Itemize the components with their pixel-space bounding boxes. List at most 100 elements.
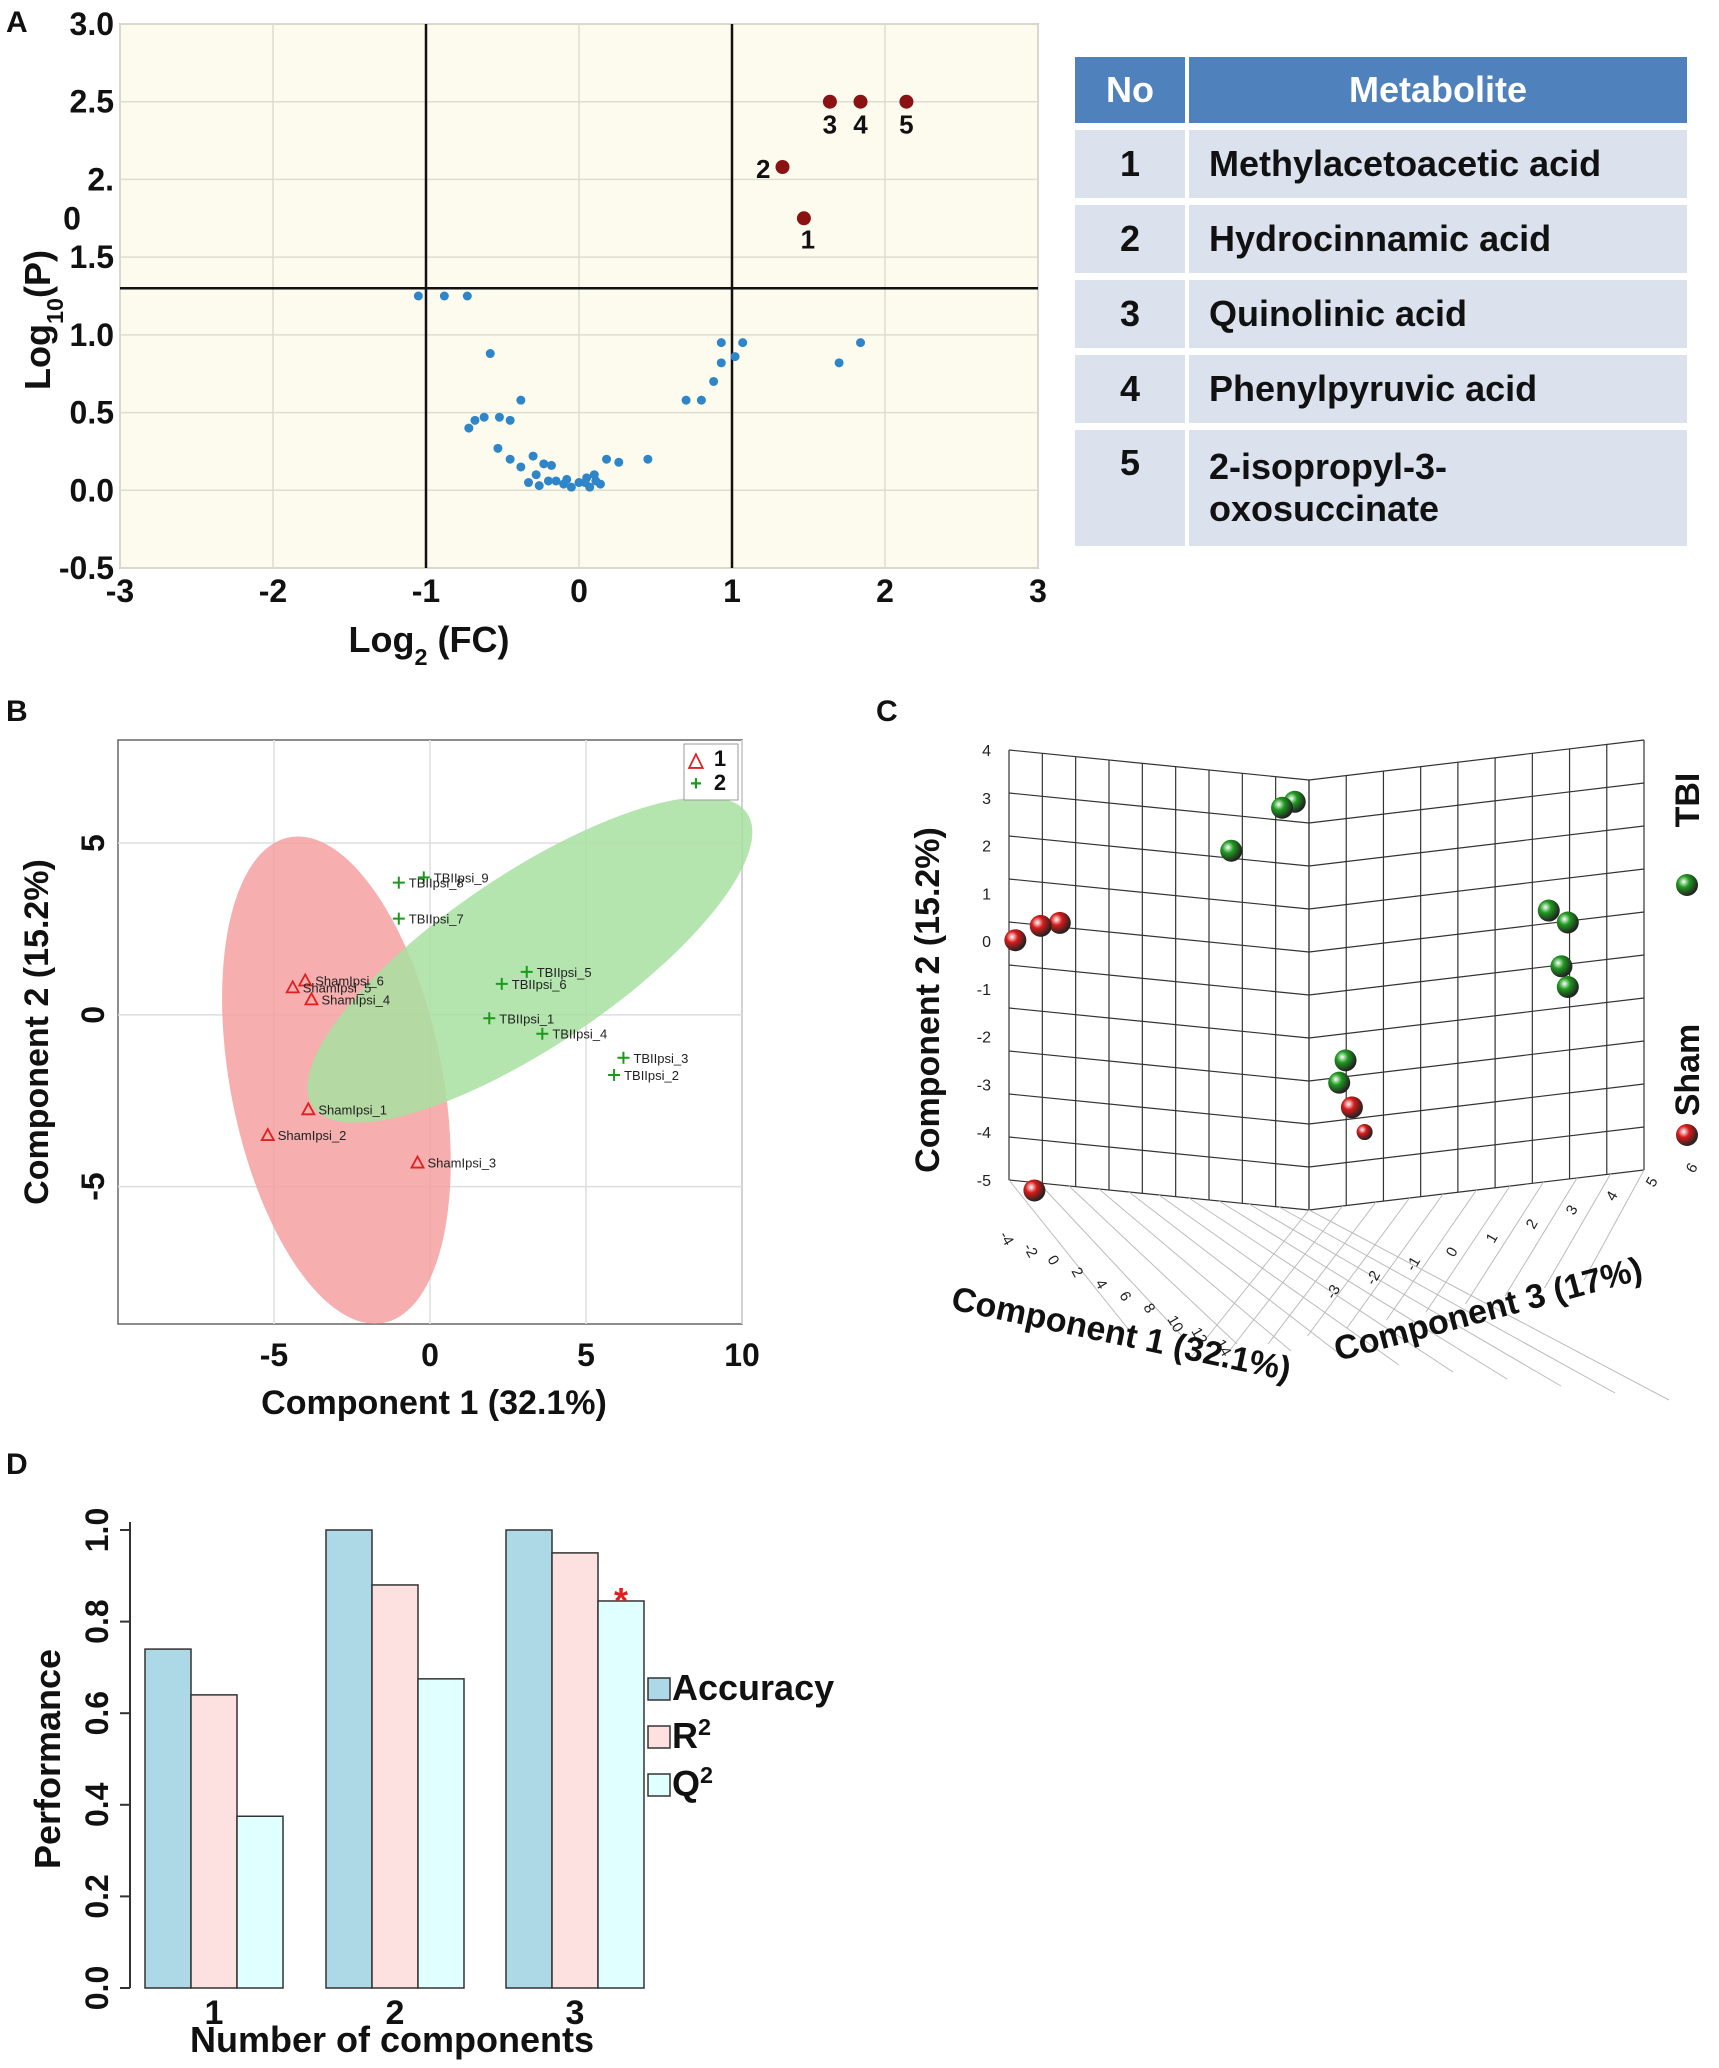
grid-line xyxy=(1008,835,1310,867)
legend-label: Sham xyxy=(1669,1024,1707,1117)
sham-point xyxy=(1340,1096,1363,1119)
z-tick-label: 2 xyxy=(1523,1216,1542,1232)
x-tick-label: -3 xyxy=(106,573,134,609)
floor-grid-line xyxy=(1188,1209,1310,1361)
y-tick-label: -4 xyxy=(977,1125,991,1142)
floor-grid-line xyxy=(1308,1209,1670,1401)
tbi-point xyxy=(1220,839,1243,862)
z-tick-label: -3 xyxy=(1323,1282,1344,1302)
table-cell-metabolite: Hydrocinnamic acid xyxy=(1189,205,1687,273)
x-tick-label: 10 xyxy=(1164,1313,1187,1336)
bar-accuracy xyxy=(325,1529,373,1989)
sham-point-label: ShamIpsi_2 xyxy=(278,1128,347,1143)
tbi-point-label: TBIIpsi_3 xyxy=(633,1051,688,1066)
y-tick-label: 2.5 xyxy=(70,84,114,120)
sham-point xyxy=(1004,929,1027,952)
point-label: 5 xyxy=(899,110,913,140)
floor-grid-line xyxy=(1346,1193,1444,1329)
tbi-point xyxy=(1537,899,1560,922)
y-tick-label: 2. xyxy=(87,161,114,197)
table-row: 4 Phenylpyruvic acid xyxy=(1075,355,1687,423)
y-tick-label: 1.5 xyxy=(70,239,114,275)
sham-point-label: ShamIpsi_1 xyxy=(318,1102,387,1117)
grid-line xyxy=(1008,792,1310,824)
floor-grid-line xyxy=(1465,1181,1544,1305)
floor-grid-line xyxy=(1504,1177,1578,1297)
grid-line xyxy=(1308,1126,1645,1168)
y-tick-label: -5 xyxy=(75,1172,111,1200)
sham-point xyxy=(300,1101,316,1116)
x-tick-label: -4 xyxy=(996,1229,1017,1249)
tbi-point xyxy=(483,1012,496,1025)
table-cell-metabolite: 2-isopropyl-3- oxosuccinate xyxy=(1189,430,1687,546)
y-tick-label: 3 xyxy=(982,791,991,808)
data-point xyxy=(834,358,844,368)
table-cell-metabolite: Methylacetoacetic acid xyxy=(1189,130,1687,198)
significant-point xyxy=(822,94,837,109)
data-point xyxy=(591,476,601,486)
tbi-point xyxy=(1271,796,1294,819)
grid-line xyxy=(1308,1083,1645,1125)
legend-symbol: + xyxy=(690,773,702,795)
x-tick-label: 0 xyxy=(1044,1253,1063,1269)
data-point xyxy=(856,338,866,348)
grid-line xyxy=(1008,878,1310,910)
data-point xyxy=(516,462,526,472)
data-point xyxy=(485,349,495,359)
tbi-point xyxy=(608,1068,621,1081)
z-tick-label: 5 xyxy=(1643,1174,1662,1190)
y-tick-label: -0.5 xyxy=(59,550,114,586)
tbi-point xyxy=(392,876,405,889)
y-tick-label: 0.0 xyxy=(70,472,114,508)
y-axis-label: Component 2 (15.2%) xyxy=(909,827,947,1173)
data-point xyxy=(524,478,534,488)
table-cell-no: 1 xyxy=(1075,130,1189,198)
floor-grid-line xyxy=(1128,1191,1346,1359)
y-tick-label: -2 xyxy=(977,1030,991,1047)
tbi-point-label: TBIIpsi_8 xyxy=(409,876,464,891)
tbi-point-label: TBIIpsi_6 xyxy=(512,977,567,992)
grid-line xyxy=(1308,997,1645,1039)
data-point xyxy=(534,481,544,491)
legend-marker xyxy=(1676,874,1698,896)
sham-point xyxy=(285,979,301,994)
point-label: 1 xyxy=(801,224,815,254)
sham-point-label: ShamIpsi_5 xyxy=(303,980,372,995)
table-header-no: No xyxy=(1075,57,1189,123)
z-tick-label: 1 xyxy=(1483,1230,1502,1246)
floor-grid-line xyxy=(1544,1173,1611,1289)
y-tick-label: 0.0 xyxy=(79,1966,115,2010)
panel-letter-d: D xyxy=(6,1448,28,1481)
data-point xyxy=(462,291,472,301)
panel-letter-c: C xyxy=(876,695,898,728)
y-axis-label: Component 2 (15.2%) xyxy=(18,859,56,1205)
x-tick-label: 0 xyxy=(570,573,588,609)
data-point xyxy=(543,476,553,486)
sham-point-label: ShamIpsi_6 xyxy=(315,973,384,988)
bar-r xyxy=(551,1552,599,1989)
tbi-point xyxy=(1556,911,1579,934)
grid-line xyxy=(1308,911,1645,953)
y-tick-label: 0.8 xyxy=(79,1599,115,1643)
table-cell-no: 5 xyxy=(1075,430,1189,546)
bar-r xyxy=(190,1694,238,1989)
y-tick-label: -5 xyxy=(977,1173,991,1190)
grid-line xyxy=(1008,749,1310,781)
data-point xyxy=(505,454,515,464)
z-tick-label: 4 xyxy=(1603,1188,1622,1204)
legend-label: 1 xyxy=(714,746,726,771)
bar-accuracy xyxy=(144,1648,192,1989)
grid-line xyxy=(1008,1007,1310,1039)
floor-grid-line xyxy=(1278,1206,1616,1394)
x-tick-label: -1 xyxy=(412,573,440,609)
volcano-plot: 123 4 5-3 -2 -1 0 1 2 3-0.50.00.51.01.52.2.53.00… xyxy=(17,6,1047,670)
grid-line xyxy=(1008,1136,1310,1168)
significant-point xyxy=(899,94,914,109)
floor-grid-line xyxy=(1425,1185,1511,1313)
tbi-point-label: TBIIpsi_9 xyxy=(434,870,489,885)
metabolite-table: No Metabolite 1 Methylacetoacetic acid 2… xyxy=(1075,50,1687,553)
z-tick-label: -2 xyxy=(1363,1268,1384,1288)
tbi-point xyxy=(1334,1049,1357,1072)
z-tick-label: 6 xyxy=(1683,1160,1702,1176)
legend-label: Q2 xyxy=(672,1762,713,1804)
